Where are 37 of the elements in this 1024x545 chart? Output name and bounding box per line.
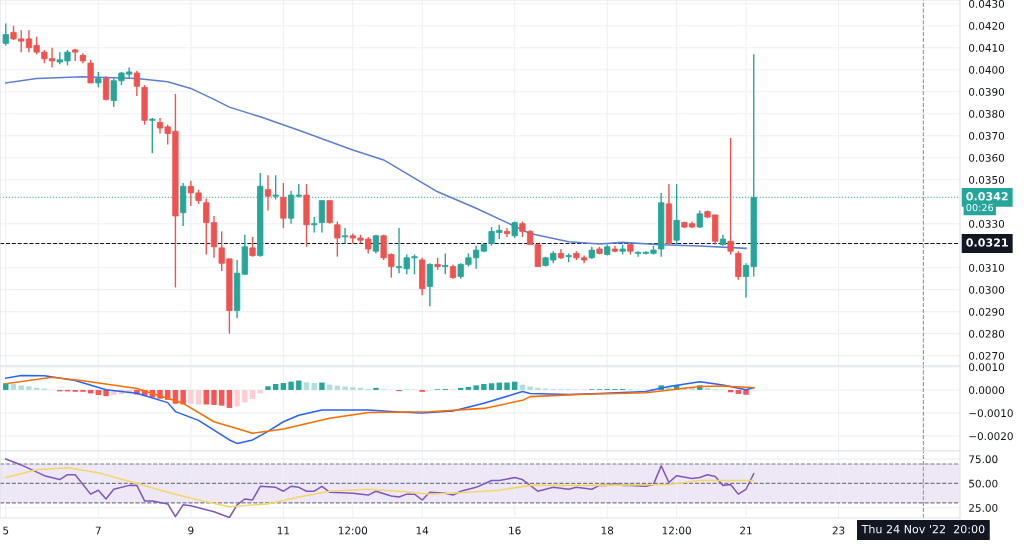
x-tick-label: 5 <box>3 526 9 535</box>
y-tick-label: 50.00 <box>969 479 998 488</box>
x-tick-label: 11 <box>277 526 290 535</box>
y-tick-label: 0.0270 <box>969 351 1005 360</box>
x-tick-label: 9 <box>188 526 194 535</box>
y-tick-label: 0.0280 <box>969 329 1005 338</box>
y-tick-label: 0.0360 <box>969 153 1005 162</box>
y-tick-label: 0.0380 <box>969 109 1005 118</box>
x-tick-label: 16 <box>509 526 521 535</box>
y-tick-label: 0.0290 <box>969 307 1005 316</box>
x-tick-label: 12:00 <box>662 526 691 535</box>
y-tick-label: 0.0370 <box>969 131 1005 140</box>
y-tick-label: 0.0420 <box>969 21 1005 30</box>
y-tick-label: 0.0330 <box>969 219 1005 228</box>
y-tick-label: 0.0000 <box>969 386 1005 395</box>
ref-line-label: 0.0342 <box>966 192 1008 201</box>
y-tick-label: 0.0310 <box>969 263 1005 272</box>
y-tick-label: 0.0300 <box>969 285 1005 294</box>
x-tick-label: 23 <box>832 526 845 535</box>
ref-line-label: Thu 24 Nov '22 20:00 <box>861 524 985 534</box>
y-tick-label: 0.0350 <box>969 175 1005 184</box>
x-tick-label: 7 <box>95 526 101 535</box>
y-tick-label: 75.00 <box>969 455 998 464</box>
x-tick-label: 12:00 <box>338 526 368 535</box>
y-tick-label: 0.0010 <box>969 363 1005 372</box>
text: 00:26 <box>966 203 994 212</box>
y-tick-label: 25.00 <box>969 504 998 512</box>
y-tick-label: 0.0390 <box>969 87 1005 96</box>
y-tick-label: 0.0410 <box>969 43 1005 52</box>
x-tick-label: 14 <box>416 526 429 535</box>
y-tick-label: −0.0010 <box>969 409 1013 418</box>
y-tick-label: 0.0400 <box>969 65 1005 74</box>
ref-line-label: 0.0321 <box>966 238 1008 247</box>
y-tick-label: 0.0430 <box>969 0 1005 8</box>
x-tick-label: 21 <box>740 526 752 535</box>
y-tick-label: −0.0020 <box>969 432 1013 441</box>
x-tick-label: 18 <box>601 526 614 535</box>
